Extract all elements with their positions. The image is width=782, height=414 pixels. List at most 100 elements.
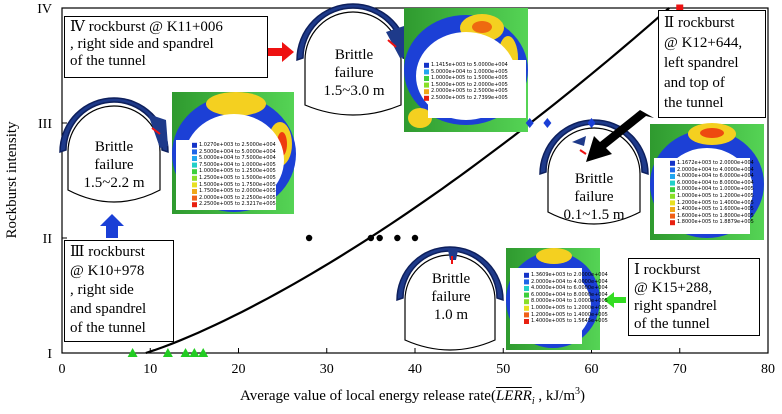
contour-swatch (424, 82, 429, 88)
annotation-iv-line: of the tunnel (70, 53, 146, 69)
annotation-iii: Ⅲ rockburst @ K10+978 , right side and s… (64, 240, 174, 342)
contour-swatch (670, 180, 675, 186)
contour-swatch (192, 169, 197, 175)
contour-legend-row: 1.4000e+005 to 1.6000e+005 (677, 206, 754, 213)
contour-swatch (192, 195, 197, 201)
y-tick-label: I (47, 347, 52, 362)
contour-legend-row: 1.0000e+005 to 1.2000e+005 (677, 192, 754, 199)
x-tick-label: 10 (143, 362, 157, 377)
annotation-iv-line: , right side and spandrel (70, 36, 214, 52)
contour-legend-row: 1.2500e+005 to 1.5000e+005 (199, 174, 276, 181)
contour-swatch (192, 202, 197, 208)
x-tick-label: 80 (761, 362, 775, 377)
contour-legend-row: 2.0000e+004 to 4.0000e+004 (677, 166, 754, 173)
x-axis-title-subscript: i (531, 396, 535, 407)
arrow-i (604, 292, 626, 308)
x-tick-label: 30 (320, 362, 334, 377)
contour-legend-iii: 1.0270e+003 to 2.5000e+004 2.5000e+004 to… (192, 142, 276, 208)
annotation-ii: Ⅱ rockburst @ K12+644, left spandrel and… (658, 10, 766, 118)
tunnel-sketch-ii (539, 119, 649, 225)
contour-legend-i: 1.3609e+003 to 2.0000e+004 2.0000e+004 to… (524, 272, 608, 325)
contour-swatch (670, 167, 675, 173)
contour-swatch (424, 69, 429, 75)
contour-legend-row: 1.1672e+003 to 2.0000e+004 (677, 160, 754, 166)
contour-swatch (670, 174, 675, 179)
contour-swatch (192, 175, 197, 181)
x-axis-title-prefix: Average value of local energy release ra… (240, 388, 496, 404)
annotation-i-line: Ⅰ rockburst (634, 262, 701, 278)
contour-swatch (524, 286, 529, 291)
contour-legend-row: 2.5000e+004 to 5.0000e+004 (199, 148, 276, 155)
annotation-iv-line: Ⅳ rockburst @ K11+006 (70, 19, 223, 35)
y-axis-title: Rockburst intensity (4, 121, 20, 239)
contour-swatch (670, 193, 675, 199)
contour-legend-row: 1.0000e+005 to 1.2500e+005 (199, 168, 276, 175)
tunnel-sketch-i (396, 246, 504, 351)
failure-type: Brittle failure (431, 271, 471, 305)
annotation-ii-line: @ K12+644, (664, 35, 743, 51)
contour-legend-row: 1.2000e+005 to 1.4000e+005 (531, 311, 608, 318)
annotation-iii-line: @ K10+978 (70, 263, 145, 279)
contour-legend-row: 2.2500e+005 to 2.3217e+005 (199, 201, 276, 208)
contour-swatch (192, 149, 197, 155)
contour-swatch (424, 95, 429, 101)
y-tick-label: III (38, 117, 52, 132)
failure-type: Brittle failure (334, 47, 374, 81)
point-triangle (189, 348, 200, 357)
annotation-i: Ⅰ rockburst @ K15+288, right spandrel of… (628, 258, 760, 336)
contour-swatch (670, 213, 675, 219)
contour-legend-row: 1.4000e+005 to 1.5645e+005 (531, 318, 608, 325)
point-triangle (127, 348, 138, 357)
contour-swatch (524, 279, 529, 285)
y-tick-label: II (43, 232, 53, 247)
stress-contour-ii (650, 123, 764, 240)
tunnel-sketch-iv (296, 3, 410, 116)
contour-legend-row: 1.6000e+005 to 1.8000e+005 (677, 212, 754, 219)
point-triangle (180, 348, 191, 357)
contour-swatch (192, 162, 197, 168)
failure-type: Brittle failure (574, 171, 614, 205)
contour-swatch (670, 220, 675, 226)
contour-legend-row: 8.0000e+004 to 1.0000e+005 (677, 186, 754, 193)
contour-legend-row: 6.0000e+004 to 8.0000e+004 (531, 291, 608, 298)
failure-label-ii: Brittle failure 0.1~1.5 m (550, 170, 638, 224)
contour-swatch (670, 160, 675, 166)
contour-swatch (192, 142, 197, 148)
point-circle (411, 234, 419, 242)
contour-swatch (670, 207, 675, 212)
contour-swatches (192, 62, 675, 324)
annotation-iii-line: , right side (70, 282, 134, 298)
contour-legend-row: 1.1415e+003 to 5.0000e+004 (431, 62, 508, 68)
x-axis-title-superscript: 3 (575, 386, 581, 397)
contour-legend-row: 1.8000e+005 to 1.8879e+005 (677, 219, 754, 226)
failure-depth: 1.0 m (433, 307, 469, 323)
x-axis: 0 10 20 30 40 50 60 70 80 (59, 348, 775, 377)
contour-swatch (670, 187, 675, 193)
arrow-ii (586, 110, 654, 162)
arrow-iv (268, 42, 294, 62)
contour-legend-row: 2.0000e+004 to 4.0000e+004 (531, 278, 608, 285)
data-points (127, 4, 684, 357)
annotation-i-line: of the tunnel (634, 316, 710, 332)
contour-legend-row: 2.5000e+005 to 2.7399e+005 (431, 94, 508, 101)
failure-label-iii: Brittle failure 1.5~2.2 m (70, 138, 158, 192)
contour-legend-iv: 1.1415e+003 to 5.0000e+004 5.0000e+004 to… (424, 62, 508, 102)
failure-depth: 0.1~1.5 m (563, 207, 625, 223)
x-axis-title-suffix: , kJ/m (534, 388, 576, 404)
x-tick-label: 40 (408, 362, 422, 377)
contour-legend-row: 2.0000e+005 to 2.2500e+005 (199, 194, 276, 201)
annotation-ii-line: left spandrel (664, 55, 739, 71)
contour-legend-row: 1.5000e+005 to 1.7500e+005 (199, 181, 276, 188)
contour-swatch (424, 76, 429, 81)
annotation-iii-line: Ⅲ rockburst (70, 244, 145, 260)
arrow-iii (100, 214, 124, 238)
contour-legend-row: 1.2000e+005 to 1.4000e+005 (677, 199, 754, 206)
failure-label-i: Brittle failure 1.0 m (408, 270, 494, 324)
point-diamond (543, 118, 552, 128)
x-axis-title-close: ) (580, 388, 586, 404)
contour-legend-row: 2.0000e+005 to 2.5000e+005 (431, 88, 508, 95)
contour-legend-row: 4.0000e+004 to 6.0000e+004 (677, 173, 754, 180)
point-diamond (587, 118, 596, 128)
contour-swatch (670, 200, 675, 206)
